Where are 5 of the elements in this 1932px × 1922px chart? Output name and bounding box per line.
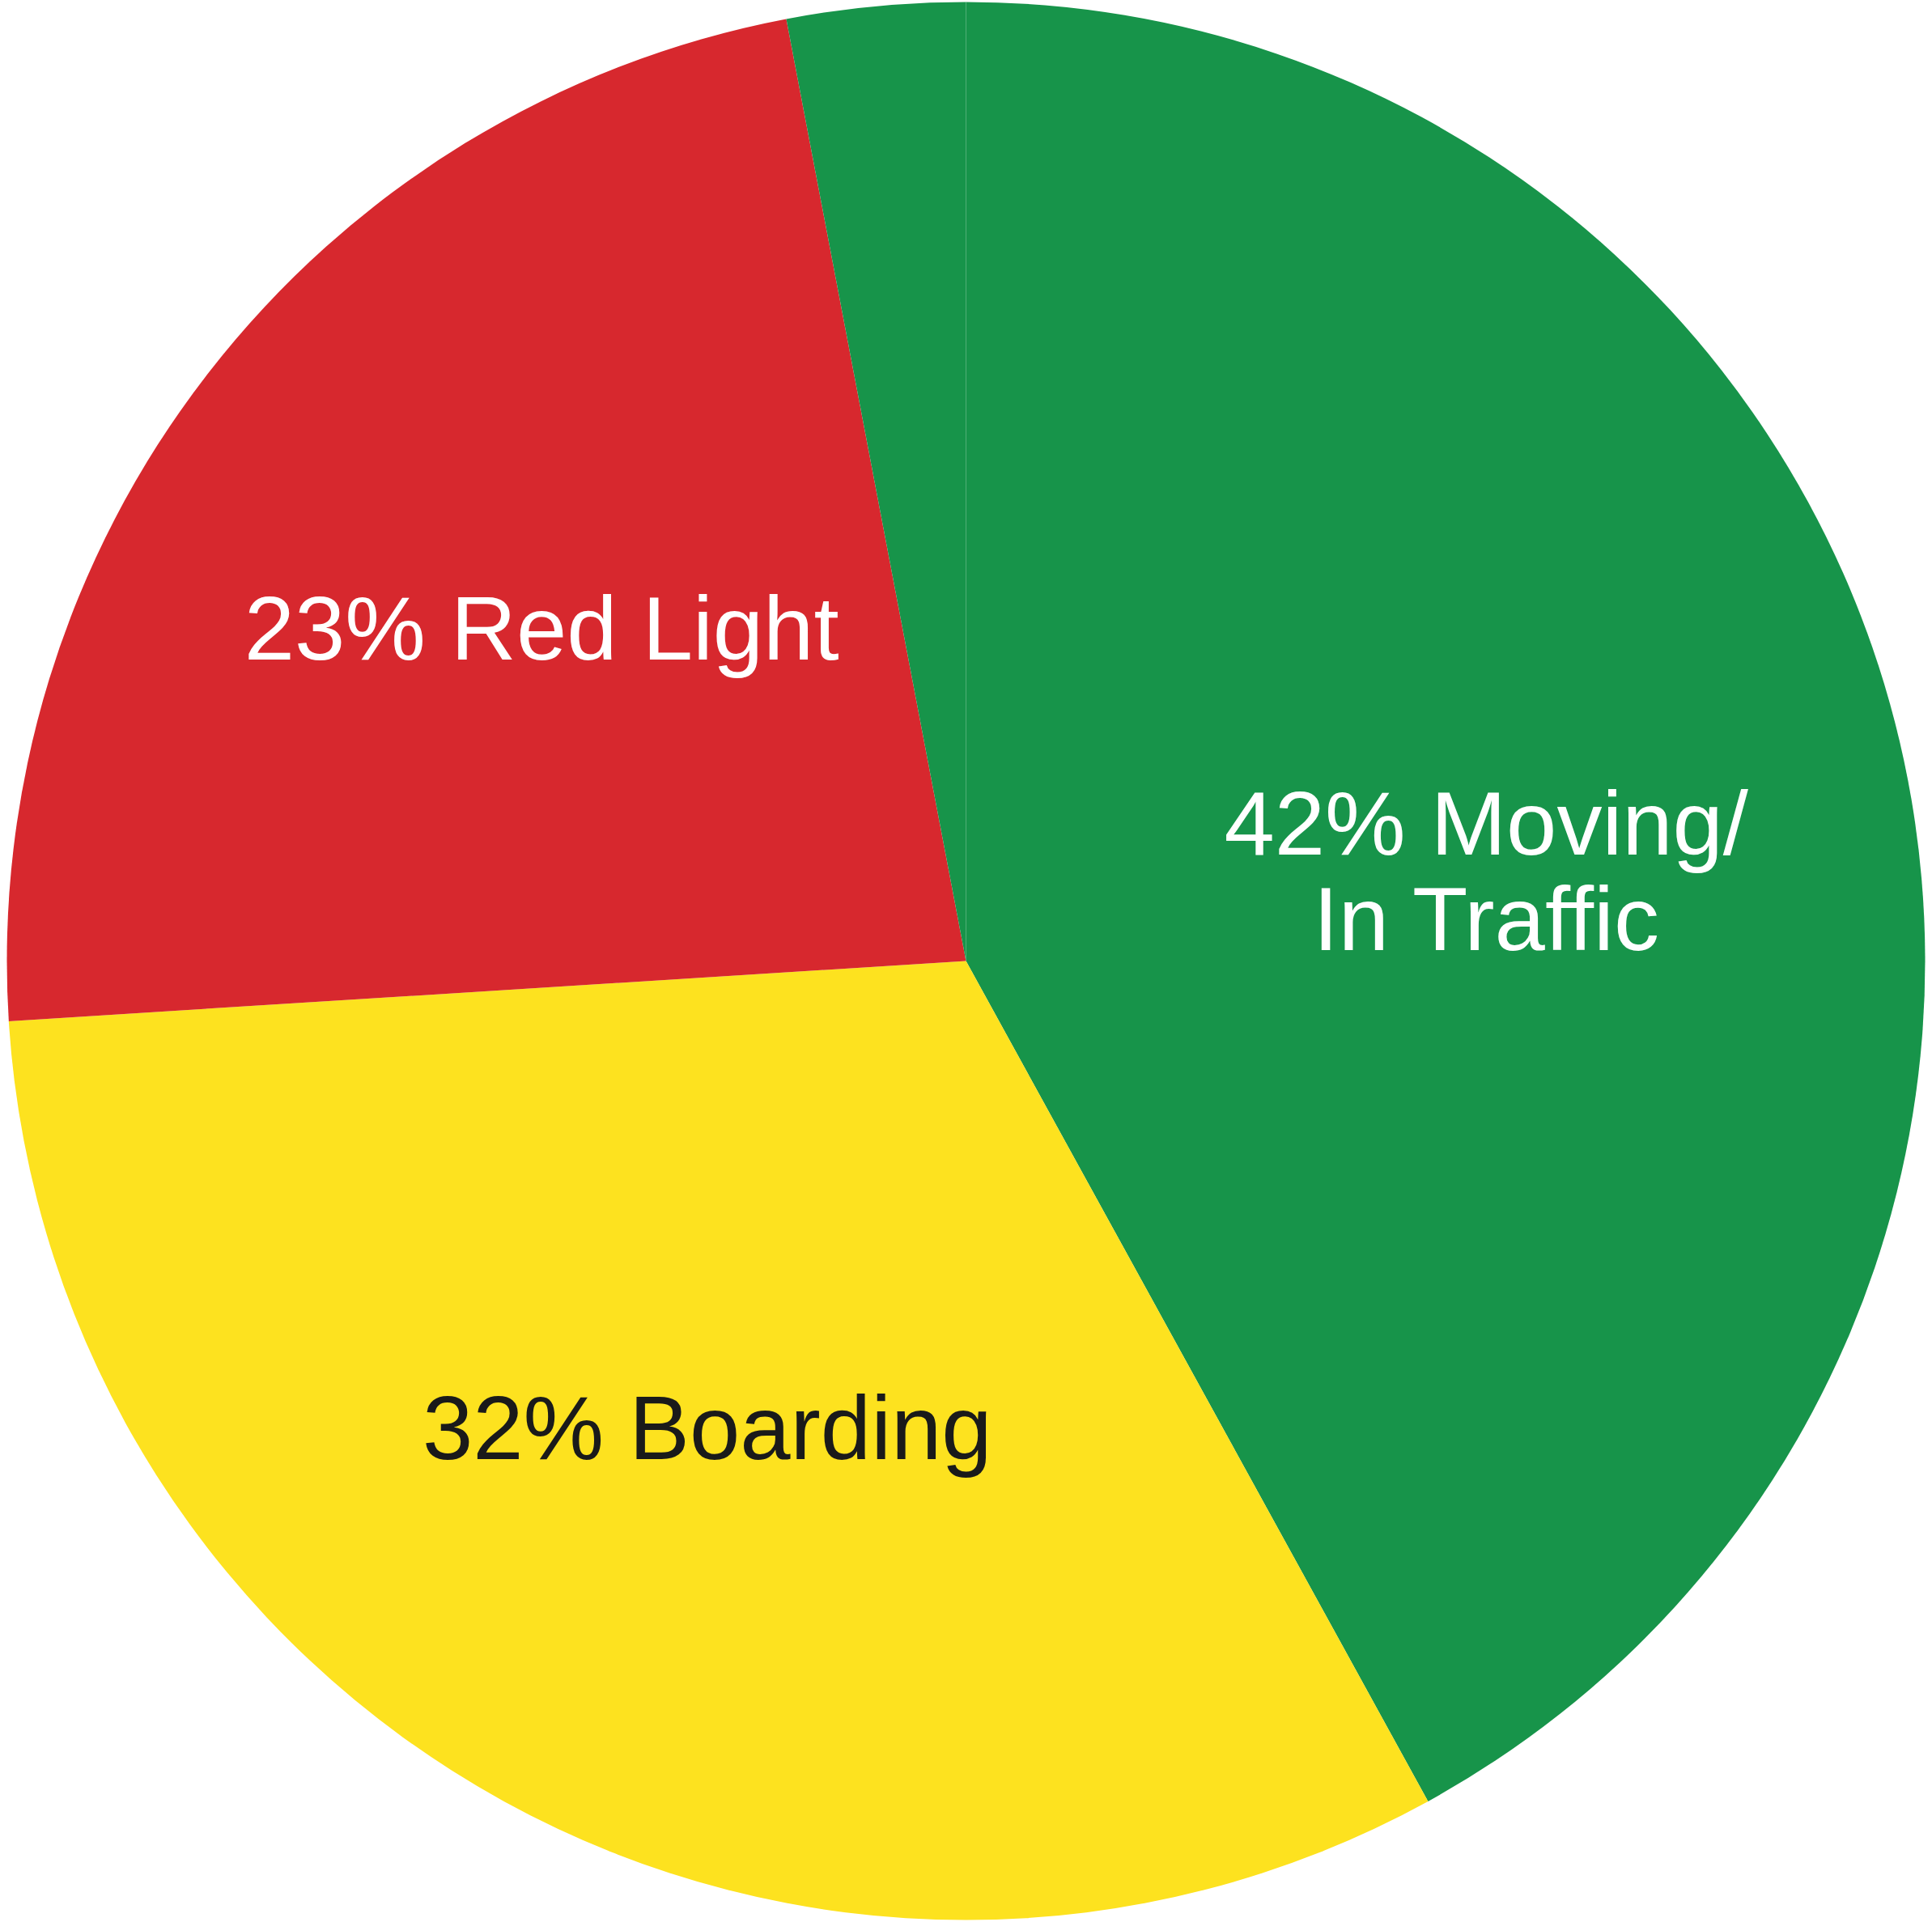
pie-slice <box>8 961 1429 1920</box>
pie-slice <box>8 19 966 1021</box>
slice-label: 32% Boarding <box>422 1377 992 1479</box>
slice-label: 42% Moving/ In Traffic <box>1224 773 1749 970</box>
slice-label: 23% Red Light <box>244 577 839 679</box>
